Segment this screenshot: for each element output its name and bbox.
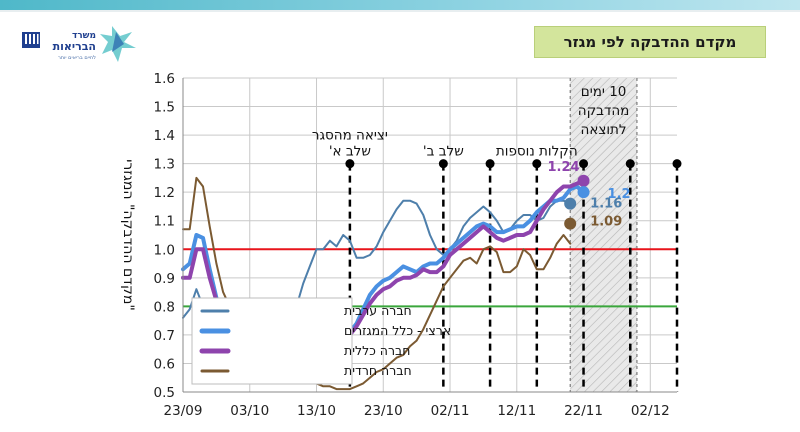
- logo-line1: משרד: [72, 31, 96, 41]
- slide-title: מקדם ההדבקה לפי מגזר: [534, 26, 766, 58]
- y-tick-label: 0.9: [154, 271, 175, 287]
- event-dot: [438, 159, 448, 169]
- end-point-label: 1.16: [590, 197, 622, 212]
- y-tick-label: 1.3: [154, 157, 175, 173]
- top-accent-bar: [0, 0, 800, 10]
- shade-rect: [570, 78, 637, 392]
- event-dot: [625, 159, 635, 169]
- legend-label: חברה כללית: [344, 343, 410, 358]
- x-tick-label: 23/09: [164, 403, 203, 419]
- legend: חברה ערבית ארצי - כלל המגזרים חברה כללית חב…: [191, 297, 451, 385]
- event-dot: [485, 159, 495, 169]
- end-point-dot: [577, 186, 590, 199]
- legend-label: חברה ערבית: [344, 303, 412, 318]
- y-tick-label: 1.1: [154, 214, 175, 230]
- event-dot: [579, 159, 589, 169]
- menorah-star-icon: משרד הבריאות לחיים בריאים יותר: [22, 26, 136, 62]
- y-tick-label: 1.6: [154, 71, 175, 87]
- y-tick-label: 0.5: [154, 385, 175, 401]
- event-label: הקלות נוספות: [496, 144, 578, 160]
- y-tick-label: 1.4: [154, 128, 175, 144]
- shaded-region: 10 ימים מהדבקה לתוצאה: [569, 78, 638, 392]
- end-point-dot: [577, 174, 590, 187]
- x-tick-label: 03/10: [230, 403, 269, 419]
- end-point-label: 1.2: [608, 187, 631, 202]
- axes: 0.5 0.6 0.7 0.8 0.9 1.0 1.1 1.2 1.3 1.4 1.5 1.6 23/0…: [154, 71, 677, 419]
- y-tick-label: 1.0: [154, 242, 175, 258]
- x-tick-label: 23/10: [364, 403, 403, 419]
- y-tick-label: 1.5: [154, 100, 175, 116]
- x-tick-label: 13/10: [297, 403, 336, 419]
- y-tick-label: 0.6: [154, 356, 175, 372]
- x-tick-label: 22/11: [564, 403, 603, 419]
- end-point-dot: [564, 197, 577, 210]
- y-tick-label: 0.7: [154, 328, 175, 344]
- ministry-logo: משרד הבריאות לחיים בריאים יותר: [20, 22, 140, 66]
- y-tick-label: 1.2: [154, 185, 175, 201]
- event-label: שלב ב': [423, 144, 464, 160]
- shade-label: מהדבקה: [578, 103, 630, 119]
- event-label: יציאה מהסגר: [312, 128, 388, 144]
- logo-tagline: לחיים בריאים יותר: [58, 55, 96, 61]
- logo-line2: הבריאות: [53, 40, 96, 53]
- legend-label: ארצי - כלל המגזרים: [344, 323, 451, 338]
- y-tick-label: 0.8: [154, 299, 175, 315]
- end-point-label: 1.09: [590, 215, 622, 230]
- y-axis-label: "מקדם ההדבקה" המגזרי: [120, 159, 136, 311]
- legend-label: חברה חרדית: [344, 363, 412, 378]
- event-dot: [345, 159, 355, 169]
- end-point-dot: [564, 217, 577, 230]
- end-points: 1.24 1.21.16 1.09: [548, 160, 631, 230]
- event-dot: [532, 159, 542, 169]
- top-divider: [0, 10, 800, 12]
- x-tick-label: 12/11: [497, 403, 536, 419]
- x-tick-label: 02/12: [631, 403, 670, 419]
- event-dot: [672, 159, 682, 169]
- shade-label: 10 ימים: [581, 84, 627, 100]
- end-point-label: 1.24: [548, 160, 580, 175]
- event-label: שלב א': [329, 144, 371, 160]
- shade-label: לתוצאה: [581, 122, 627, 138]
- x-tick-label: 02/11: [431, 403, 470, 419]
